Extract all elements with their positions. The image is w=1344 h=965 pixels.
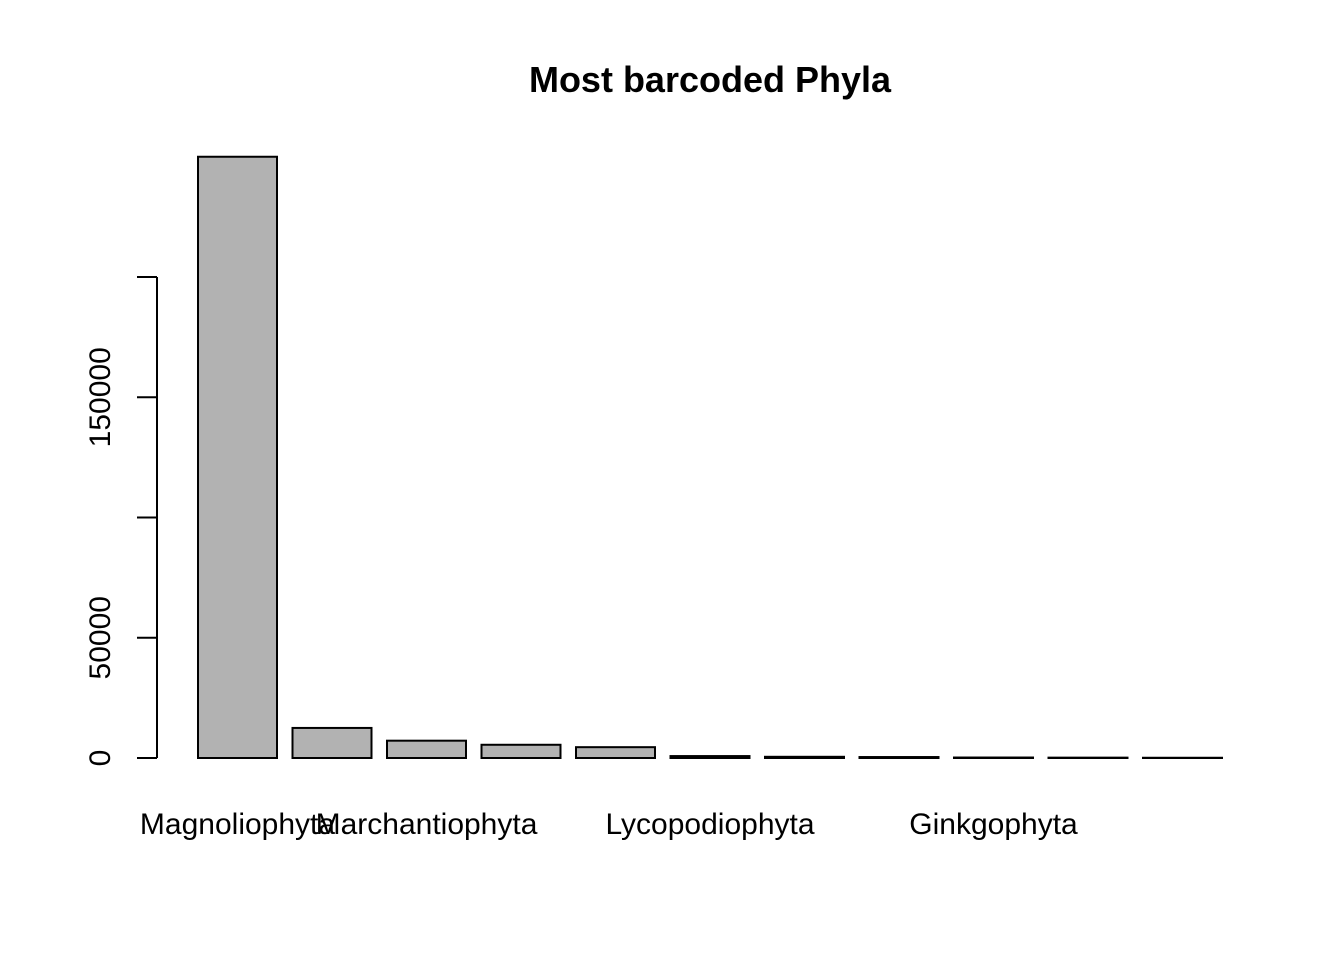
- category-label: Magnoliophyta: [140, 808, 335, 841]
- category-label: Marchantiophyta: [316, 808, 538, 841]
- category-label: Ginkgophyta: [909, 808, 1078, 841]
- y-axis: 0 50000 150000: [84, 277, 157, 766]
- bar: [482, 745, 561, 758]
- bar: [293, 728, 372, 758]
- bar: [198, 157, 277, 758]
- y-tick-label: 150000: [84, 347, 117, 447]
- y-tick-label: 50000: [84, 596, 117, 679]
- category-label: Lycopodiophyta: [605, 808, 814, 841]
- bar: [765, 757, 844, 758]
- bar: [860, 757, 939, 758]
- bar: [387, 741, 466, 758]
- bar: [671, 756, 750, 758]
- y-tick-label: 0: [84, 750, 117, 767]
- bars: [198, 157, 1222, 758]
- bar: [576, 747, 655, 758]
- chart-title: Most barcoded Phyla: [529, 59, 892, 100]
